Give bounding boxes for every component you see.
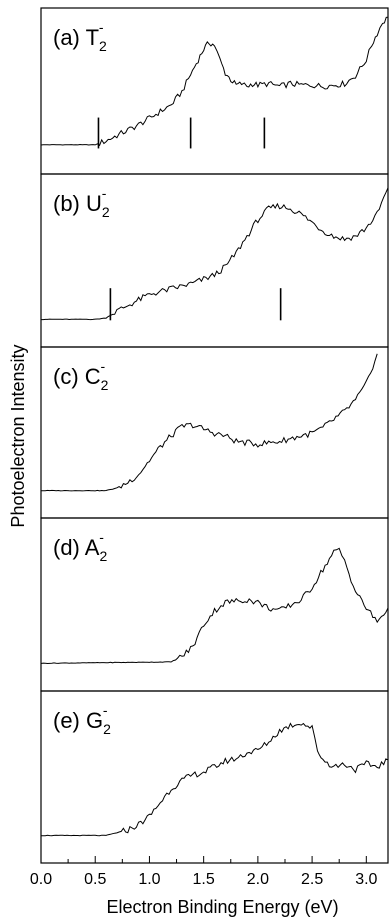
spectrum-line-5 [41,722,389,837]
spectrum-line-4 [40,547,389,665]
x-tick-label-7: 3.0 [355,871,377,888]
x-tick-label-4: 1.5 [193,871,215,888]
x-axis-label: Electron Binding Energy (eV) [106,897,338,917]
panel-label-5: (e) G2- [53,702,111,737]
spectrum-line-2 [41,187,389,321]
x-tick-label-5: 2.0 [247,871,269,888]
panel-label-3: (c) C2- [53,358,109,393]
y-axis-label: Photoelectron Intensity [8,344,28,527]
spectrum-line-1 [40,16,389,147]
x-tick-label-6: 2.5 [301,871,323,888]
x-tick-label-1: 0.0 [30,871,52,888]
x-tick-label-2: 0.5 [84,871,106,888]
panel-label-2: (b) U2- [53,185,110,220]
x-tick-label-3: 1.0 [138,871,160,888]
spectrum-line-3 [40,353,378,492]
panel-frame-5 [40,690,389,864]
panel-label-4: (d) A2- [53,529,107,564]
panel-label-1: (a) T2- [53,19,107,54]
